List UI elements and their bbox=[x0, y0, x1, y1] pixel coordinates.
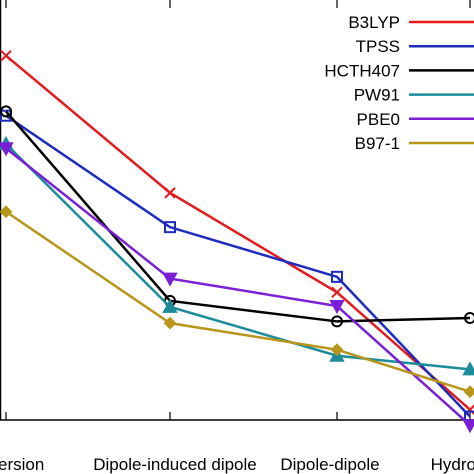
data-point-pw91-3 bbox=[462, 361, 474, 376]
data-point-hcth407-0 bbox=[0, 105, 12, 118]
series-line-tpss bbox=[5, 114, 471, 418]
data-point-pbe0-0 bbox=[0, 142, 14, 157]
series-layer bbox=[0, 50, 474, 434]
legend-label-b3lyp: B3LYP bbox=[348, 13, 400, 32]
data-point-pbe0-1 bbox=[162, 272, 178, 287]
series-line-b97-1 bbox=[5, 210, 471, 393]
series-line-b3lyp bbox=[5, 54, 471, 411]
data-point-b3lyp-2 bbox=[331, 286, 343, 298]
series-pbe0 bbox=[0, 142, 474, 434]
data-point-tpss-1 bbox=[164, 221, 176, 234]
data-point-pbe0-2 bbox=[329, 300, 345, 315]
data-point-hcth407-2 bbox=[331, 315, 343, 328]
legend-label-tpss: TPSS bbox=[356, 37, 400, 56]
legend-label-pw91: PW91 bbox=[354, 86, 400, 105]
data-point-b97-1-3 bbox=[463, 385, 474, 399]
x-tick-label-2: Dipole-dipole bbox=[280, 455, 379, 474]
legend-label-b97-1: B97-1 bbox=[355, 134, 400, 153]
series-b3lyp bbox=[0, 50, 474, 416]
data-point-tpss-2 bbox=[331, 270, 343, 283]
data-point-b97-1-2 bbox=[330, 343, 344, 357]
x-tick-label-1: Dipole-induced dipole bbox=[93, 455, 257, 474]
series-line-hcth407 bbox=[5, 110, 471, 323]
x-axis-labels: ersion Dipole-induced dipole Dipole-dipole… bbox=[0, 455, 474, 474]
legend-label-hcth407: HCTH407 bbox=[324, 61, 400, 80]
data-point-pbe0-3 bbox=[462, 419, 474, 434]
legend-label-pbe0: PBE0 bbox=[357, 110, 400, 129]
x-axis-ticks bbox=[5, 0, 471, 420]
series-tpss bbox=[0, 109, 474, 423]
legend-background bbox=[378, 8, 474, 168]
data-point-pw91-1 bbox=[162, 298, 178, 313]
data-point-hcth407-3 bbox=[464, 312, 474, 324]
x-tick-label-3: Hydro bbox=[431, 455, 474, 474]
series-b97-1 bbox=[0, 205, 474, 399]
legend: B3LYP TPSS HCTH407 PW91 PBE0 B97-1 bbox=[324, 8, 474, 168]
data-point-b3lyp-0 bbox=[0, 50, 12, 62]
data-point-b97-1-1 bbox=[163, 316, 177, 330]
data-point-b3lyp-1 bbox=[164, 187, 176, 199]
series-line-pbe0 bbox=[5, 147, 471, 427]
x-tick-label-0: ersion bbox=[0, 455, 44, 474]
data-point-b97-1-0 bbox=[0, 205, 13, 219]
series-line-pw91 bbox=[5, 143, 471, 371]
plot-frame bbox=[0, 0, 474, 421]
